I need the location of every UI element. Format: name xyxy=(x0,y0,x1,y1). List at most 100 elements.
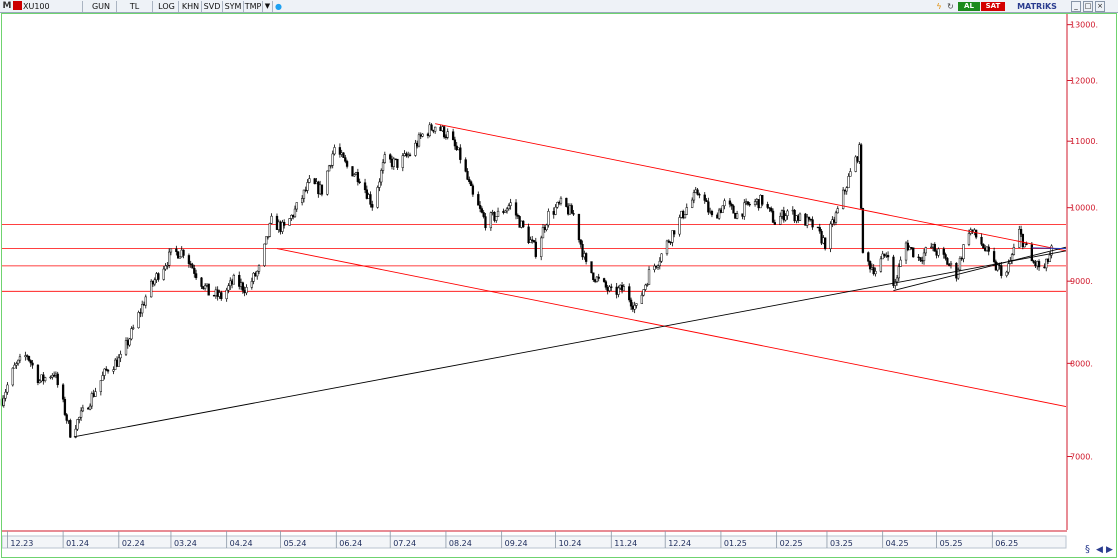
candle xyxy=(881,250,884,260)
candle xyxy=(806,214,809,229)
candle xyxy=(331,150,334,169)
log-scale-button[interactable]: LOG xyxy=(155,1,179,12)
lightning-icon[interactable]: ϟ xyxy=(936,2,942,11)
candle xyxy=(710,209,714,218)
sym-button[interactable]: SYM xyxy=(223,1,244,12)
candle xyxy=(378,178,381,192)
tmp-button[interactable]: TMP xyxy=(244,1,263,12)
chart-nav-controls[interactable]: § ◀ ▶ xyxy=(1085,544,1113,555)
maximize-icon[interactable]: □ xyxy=(1083,1,1093,12)
candle xyxy=(514,199,518,220)
dropdown-chevron-icon[interactable]: ▼ xyxy=(263,1,273,12)
candle xyxy=(886,251,890,261)
candle xyxy=(798,212,802,221)
refresh-icon[interactable]: ↻ xyxy=(947,2,954,11)
candle xyxy=(908,245,911,251)
candle xyxy=(119,350,122,363)
candle xyxy=(1032,259,1035,264)
candle xyxy=(451,128,455,141)
candle xyxy=(522,220,525,228)
candle xyxy=(858,142,861,164)
candle xyxy=(26,354,29,360)
candle xyxy=(157,272,160,282)
khn-button[interactable]: KHN xyxy=(180,1,202,12)
sell-button[interactable]: SAT xyxy=(981,2,1005,11)
candle xyxy=(779,212,782,225)
candle xyxy=(1045,258,1048,272)
candle xyxy=(326,170,329,196)
candle xyxy=(232,273,236,285)
buy-button[interactable]: AL xyxy=(958,2,980,11)
candle xyxy=(640,292,643,305)
symbol-selector[interactable]: XU100 xyxy=(13,1,83,12)
candle xyxy=(306,179,309,194)
candle xyxy=(784,213,787,222)
candle xyxy=(1019,225,1023,237)
candle xyxy=(344,154,347,164)
candle xyxy=(295,202,298,212)
svd-button[interactable]: SVD xyxy=(202,1,223,12)
candle xyxy=(683,214,687,219)
candle xyxy=(477,191,480,206)
x-tick-label: 09.24 xyxy=(505,539,528,548)
candle xyxy=(94,387,97,398)
candle xyxy=(263,243,266,267)
candle xyxy=(225,287,228,302)
candle xyxy=(635,303,638,309)
candle xyxy=(547,208,550,228)
candle xyxy=(36,363,40,386)
candle xyxy=(597,273,600,282)
candle xyxy=(76,418,79,432)
scroll-left-icon[interactable]: ◀ xyxy=(1096,545,1103,555)
x-tick-label: 04.25 xyxy=(886,539,909,548)
x-tick-label: 11.24 xyxy=(614,539,637,548)
candle xyxy=(974,229,978,240)
candle xyxy=(516,213,519,219)
candle xyxy=(507,203,510,211)
candle xyxy=(691,197,694,209)
candle xyxy=(930,242,933,249)
candle xyxy=(919,257,922,263)
candle xyxy=(464,157,467,173)
candle xyxy=(194,269,198,280)
scroll-right-icon[interactable]: ▶ xyxy=(1106,545,1113,555)
candle xyxy=(78,416,81,424)
candle xyxy=(904,241,908,265)
candle xyxy=(250,277,253,290)
candle xyxy=(892,254,895,289)
candle xyxy=(753,198,757,207)
candle xyxy=(554,204,557,216)
candle xyxy=(680,210,683,219)
close-icon[interactable]: × xyxy=(1095,1,1105,12)
candle xyxy=(647,266,651,285)
candle xyxy=(220,290,223,301)
candle xyxy=(128,337,131,347)
candle xyxy=(1021,233,1025,250)
candle xyxy=(829,221,832,253)
candle xyxy=(327,164,331,172)
candle xyxy=(29,359,32,367)
candle xyxy=(602,277,606,283)
candle xyxy=(748,201,751,207)
candle xyxy=(493,211,496,223)
period-button[interactable]: GUN xyxy=(86,1,117,12)
minimize-icon[interactable]: _ xyxy=(1071,1,1081,12)
candle xyxy=(396,158,399,171)
candle xyxy=(132,324,135,331)
x-tick-label: 10.24 xyxy=(559,539,582,548)
zoom-icon[interactable]: § xyxy=(1085,544,1090,555)
candle xyxy=(660,253,663,263)
candle xyxy=(187,253,191,268)
twitter-icon[interactable]: ● xyxy=(275,2,282,11)
candle xyxy=(417,132,421,148)
candle xyxy=(859,142,863,210)
candle xyxy=(283,219,286,229)
candle xyxy=(696,187,699,196)
candle xyxy=(468,176,471,185)
candle xyxy=(1025,241,1028,246)
candle xyxy=(505,207,509,214)
candle xyxy=(478,201,482,213)
candle xyxy=(818,223,821,234)
currency-button[interactable]: TL xyxy=(117,1,153,12)
